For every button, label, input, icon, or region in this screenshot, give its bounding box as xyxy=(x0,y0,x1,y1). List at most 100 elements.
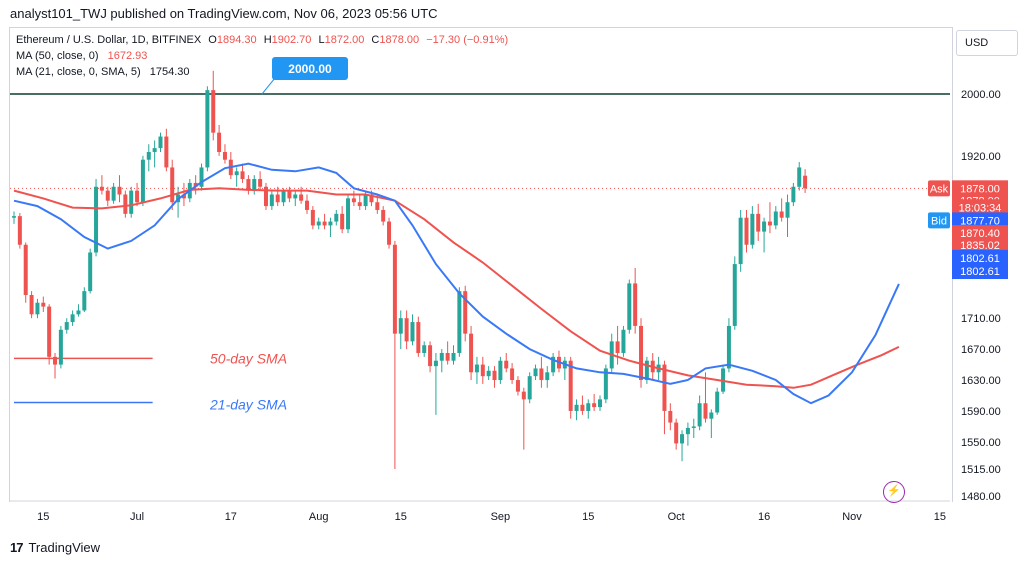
x-tick-label: Jul xyxy=(130,511,144,523)
tradingview-logo[interactable]: 17 TradingView xyxy=(10,540,100,555)
y-tick-label: 1480.00 xyxy=(961,491,1001,503)
candle-body xyxy=(474,364,479,373)
candle-body xyxy=(404,318,409,342)
candle-body xyxy=(222,151,227,160)
y-tick-label: 1920.00 xyxy=(961,151,1001,163)
sma21-line xyxy=(13,162,900,405)
annotation-label: 50-day SMA xyxy=(210,350,287,366)
legend-open-value: 1894.30 xyxy=(216,34,257,46)
candle-body xyxy=(305,200,309,210)
candle-body xyxy=(392,244,397,334)
candle-body xyxy=(662,364,667,411)
candle-body xyxy=(580,404,585,411)
candle-body xyxy=(234,171,239,176)
candle-body xyxy=(451,352,456,361)
x-tick-label: 15 xyxy=(582,511,594,523)
candle-body xyxy=(568,360,573,411)
candle-body xyxy=(551,356,556,373)
candle-body xyxy=(269,194,274,207)
candle-body xyxy=(463,291,468,334)
candle-body xyxy=(744,217,749,245)
legend-ma21-row[interactable]: MA (21, close, 0, SMA, 5) 1754.30 xyxy=(16,64,508,80)
publisher-line: analyst101_TWJ published on TradingView.… xyxy=(10,6,438,21)
candle-body xyxy=(375,202,380,210)
legend-change: −17.30 (−0.91%) xyxy=(426,34,509,46)
legend-open-label: O xyxy=(208,34,217,46)
x-tick-label: 15 xyxy=(395,511,407,523)
x-tick-label: Nov xyxy=(842,511,862,523)
candle-body xyxy=(726,325,731,369)
candle-body xyxy=(99,186,104,191)
logo-text: TradingView xyxy=(28,540,101,555)
candle-body xyxy=(328,221,333,226)
candle-body xyxy=(715,391,720,413)
legend-low-value: 1872.00 xyxy=(324,34,365,46)
candle-body xyxy=(146,151,151,160)
resistance-callout-pointer xyxy=(261,77,276,95)
candle-body xyxy=(639,325,644,381)
y-tick-label: 1670.00 xyxy=(961,344,1001,356)
price-label-text: 18:03:34 xyxy=(959,202,1002,214)
candle-body xyxy=(457,291,462,353)
candle-body xyxy=(433,360,438,367)
candle-body xyxy=(598,399,602,408)
price-label-box xyxy=(952,249,1008,266)
currency-button[interactable]: USD xyxy=(956,30,1018,56)
legend-high-value: 1902.70 xyxy=(271,34,312,46)
candle-body xyxy=(498,360,503,381)
candle-body xyxy=(369,194,374,203)
candle-body xyxy=(170,167,175,203)
candle-body xyxy=(668,410,673,423)
candle-body xyxy=(140,159,145,203)
candle-body xyxy=(416,322,421,353)
candle-body xyxy=(310,209,315,226)
resistance-callout-label: 2000.00 xyxy=(288,62,332,76)
x-tick-label: Sep xyxy=(491,511,511,523)
candle-body xyxy=(422,345,427,353)
y-tick-label: 2000.00 xyxy=(961,89,1001,101)
candle-body xyxy=(94,186,99,253)
candle-body xyxy=(803,175,808,189)
candle-body xyxy=(105,190,110,201)
candle-body xyxy=(492,370,497,381)
legend-symbol[interactable]: Ethereum / U.S. Dollar, 1D, BITFINEX xyxy=(16,34,202,46)
candle-body xyxy=(785,202,790,218)
legend-ma21-label: MA (21, close, 0, SMA, 5) xyxy=(16,66,141,78)
legend-ma50-row[interactable]: MA (50, close, 0) 1672.93 xyxy=(16,48,508,64)
candle-body xyxy=(539,368,544,381)
candle-body xyxy=(791,186,796,203)
candle-body xyxy=(275,194,280,203)
candle-body xyxy=(64,322,69,330)
y-tick-label: 1515.00 xyxy=(961,464,1001,476)
candle-body xyxy=(574,404,579,411)
candle-body xyxy=(527,376,532,400)
price-label-box xyxy=(952,199,1008,216)
y-tick-label: 1550.00 xyxy=(961,437,1001,449)
price-tag-box xyxy=(928,180,950,197)
candle-body xyxy=(53,356,58,365)
candle-body xyxy=(281,190,286,203)
price-label-text: 1802.61 xyxy=(960,266,1000,278)
candle-body xyxy=(135,190,140,203)
chart-legend: Ethereum / U.S. Dollar, 1D, BITFINEX O18… xyxy=(16,32,508,80)
candle-body xyxy=(521,391,526,400)
x-tick-label: 16 xyxy=(758,511,770,523)
lightning-icon[interactable]: ⚡ xyxy=(883,481,905,503)
candle-body xyxy=(29,295,34,315)
candle-body xyxy=(199,167,204,187)
candle-body xyxy=(697,403,702,427)
candle-body xyxy=(381,209,386,222)
candle-body xyxy=(193,182,198,187)
candle-body xyxy=(299,194,304,201)
price-label-box xyxy=(952,263,1008,280)
legend-high-label: H xyxy=(263,34,272,46)
candle-body xyxy=(246,179,251,191)
x-tick-label: Oct xyxy=(668,511,685,523)
price-tag-label: Bid xyxy=(931,215,947,227)
candle-body xyxy=(773,211,778,226)
candle-body xyxy=(111,186,116,201)
candle-body xyxy=(181,194,186,199)
candle-body xyxy=(334,213,339,222)
price-label-text: 1802.61 xyxy=(960,253,1000,265)
